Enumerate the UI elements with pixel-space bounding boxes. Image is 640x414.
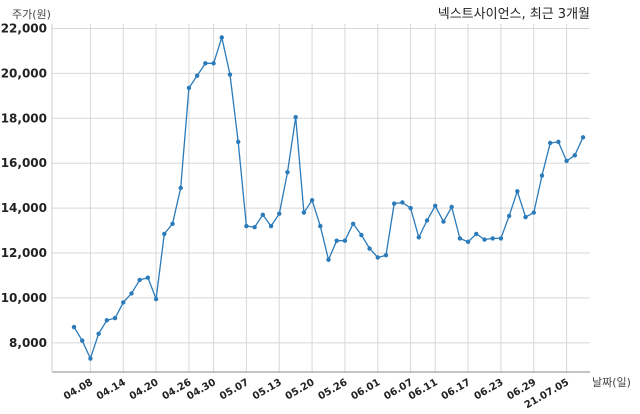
grid: [52, 24, 590, 372]
axes: [51, 24, 590, 373]
data-point: [433, 203, 438, 209]
data-point: [465, 239, 471, 244]
data-point: [326, 257, 331, 262]
data-point: [219, 35, 224, 40]
x-tick-label: 04.08: [62, 377, 95, 402]
data-point: [383, 253, 389, 258]
data-point: [88, 356, 93, 361]
data-point: [400, 200, 405, 205]
data-point: [564, 158, 569, 164]
data-point: [350, 221, 356, 227]
data-point: [342, 238, 348, 243]
data-point: [474, 231, 479, 237]
data-point: [556, 139, 561, 145]
data-point: [96, 331, 101, 337]
chart-title: 넥스트사이언스, 최근 3개월: [438, 7, 590, 22]
data-point: [71, 324, 77, 330]
data-point: [408, 205, 413, 211]
data-point: [490, 236, 495, 241]
data-point: [260, 212, 266, 218]
data-point: [104, 318, 110, 323]
price-series: [71, 35, 586, 361]
y-tick-label: 10,000: [1, 291, 47, 305]
data-point: [539, 173, 545, 178]
data-point: [580, 135, 586, 140]
x-tick-label: 06.23: [473, 377, 506, 402]
data-point: [367, 246, 372, 251]
data-point: [572, 153, 578, 158]
data-point: [293, 114, 298, 120]
y-tick-label: 14,000: [1, 201, 47, 215]
data-point: [153, 296, 159, 302]
x-tick-label: 05.13: [251, 377, 284, 402]
data-point: [244, 223, 249, 229]
y-tick-label: 16,000: [1, 156, 47, 170]
data-point: [162, 231, 167, 237]
data-point: [482, 237, 487, 242]
data-point: [457, 236, 463, 241]
data-point: [112, 315, 118, 321]
data-point: [301, 210, 307, 215]
data-point: [359, 232, 364, 238]
data-point: [80, 338, 85, 343]
data-point: [236, 139, 241, 145]
data-point: [194, 73, 200, 78]
x-tick-label: 04.14: [95, 377, 128, 402]
data-point: [547, 140, 553, 146]
y-tick-label: 8,000: [9, 336, 47, 350]
data-point: [441, 219, 446, 224]
data-point: [285, 169, 290, 175]
y-tick-label: 20,000: [1, 66, 47, 80]
data-point: [391, 201, 397, 206]
data-point: [506, 213, 512, 219]
x-tick-label: 05.07: [218, 377, 251, 402]
x-tick-label: 06.17: [440, 377, 473, 402]
data-point: [449, 204, 454, 210]
data-point: [309, 198, 315, 203]
data-point: [137, 277, 142, 283]
data-point: [424, 218, 430, 223]
series-line: [73, 35, 584, 361]
data-point: [170, 221, 175, 227]
y-tick-label: 22,000: [1, 21, 47, 35]
y-tick-label: 18,000: [1, 111, 47, 125]
data-point: [523, 214, 528, 220]
y-tick-labels: 8,000 10,000 12,000 14,000 16,000 18,000 20,00…: [1, 21, 47, 349]
data-point: [203, 61, 208, 66]
data-point: [145, 275, 151, 280]
data-point: [375, 255, 380, 260]
data-point: [416, 235, 422, 240]
data-point: [334, 238, 339, 243]
x-axis-label: 날짜(일): [592, 375, 631, 389]
x-tick-label: 05.20: [284, 377, 317, 402]
data-point: [227, 72, 233, 77]
x-tick-label: 06.01: [349, 377, 382, 402]
data-point: [252, 224, 257, 230]
data-point: [268, 223, 274, 229]
data-point: [178, 185, 183, 191]
x-tick-label: 04.20: [128, 377, 161, 402]
x-tick-label: 05.26: [317, 377, 350, 402]
data-point: [186, 85, 192, 91]
data-point: [211, 61, 216, 66]
y-axis-label: 주가(원): [12, 8, 51, 21]
data-point: [318, 223, 323, 229]
data-point: [515, 189, 520, 194]
data-point: [121, 300, 126, 305]
y-tick-label: 12,000: [1, 246, 47, 260]
data-point: [498, 236, 504, 241]
data-point: [277, 211, 282, 216]
data-point: [129, 291, 134, 296]
data-point: [531, 210, 536, 215]
